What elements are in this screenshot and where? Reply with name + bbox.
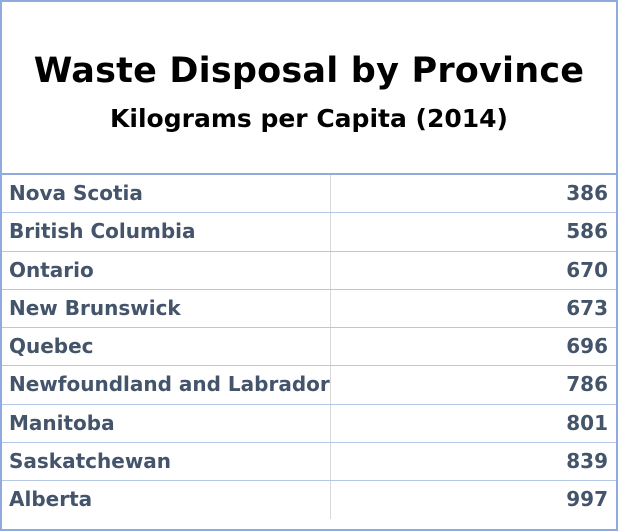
province-name: Alberta [2,481,331,519]
data-table: Nova Scotia 386 British Columbia 586 Ont… [2,175,616,529]
table-row: Ontario 670 [2,251,616,290]
province-name: Saskatchewan [2,443,331,481]
table-row: New Brunswick 673 [2,289,616,329]
province-value: 839 [566,449,608,474]
province-value: 696 [566,334,608,359]
province-value: 586 [566,219,608,244]
table-row: Manitoba 801 [2,404,616,444]
table-row: Nova Scotia 386 [2,175,616,214]
table-row: Saskatchewan 839 [2,443,616,482]
province-name: British Columbia [2,213,331,251]
province-value: 786 [566,372,608,397]
table-row: Alberta 997 [2,481,616,519]
table-row: British Columbia 586 [2,213,616,252]
province-value: 386 [566,181,608,205]
province-name: Manitoba [2,404,331,443]
province-name: Quebec [2,328,331,366]
province-value: 801 [566,410,608,435]
province-name: Nova Scotia [2,175,331,213]
chart-subtitle: Kilograms per Capita (2014) [110,104,508,133]
province-value: 997 [566,487,608,512]
province-value: 673 [566,295,608,320]
province-name: Ontario [2,251,331,289]
province-value: 670 [566,257,608,282]
table-row: Newfoundland and Labrador 786 [2,366,616,405]
chart-title: Waste Disposal by Province [33,51,585,91]
province-name: New Brunswick [2,289,331,328]
table-header: Waste Disposal by Province Kilograms per… [2,2,616,175]
table-row: Quebec 696 [2,328,616,367]
province-name: Newfoundland and Labrador [2,366,331,404]
